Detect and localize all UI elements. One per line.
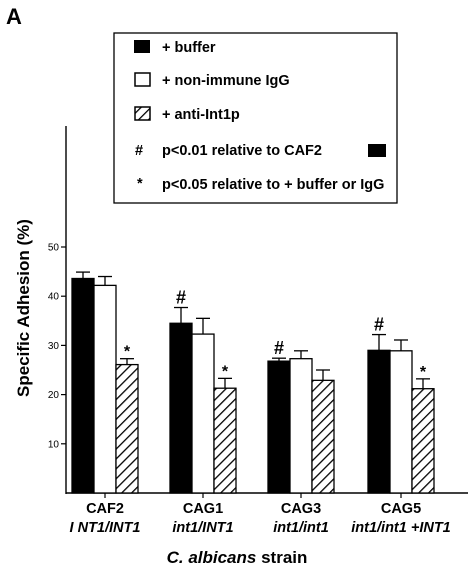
- bar-igg: [289, 358, 313, 494]
- bar-group-cag1: [169, 306, 237, 494]
- legend-star-symbol: *: [137, 176, 143, 192]
- legend-frame: [113, 32, 398, 204]
- bar-igg: [191, 333, 215, 494]
- bar-anti-int1p: [115, 363, 139, 494]
- bar-igg: [93, 284, 117, 494]
- y-tick-label: 20: [48, 390, 60, 401]
- legend-anti-int1p-swatch: [134, 106, 151, 121]
- legend: + buffer + non-immune IgG + anti-Int1p #…: [113, 32, 398, 204]
- bar-buffer: [367, 349, 391, 494]
- category-genotype: int1/int1: [273, 520, 329, 536]
- legend-buffer-label: + buffer: [162, 40, 216, 56]
- bar-group-caf2: [71, 271, 139, 494]
- bar-igg: [389, 350, 413, 494]
- legend-buffer-swatch: [134, 40, 150, 53]
- significance-hash: #: [274, 338, 284, 358]
- y-tick-label: 50: [48, 243, 60, 254]
- y-tick-label: 40: [48, 292, 60, 303]
- legend-hash-label: p<0.01 relative to CAF2: [162, 143, 322, 159]
- category-genotype: int1/INT1: [172, 520, 233, 536]
- bar-anti-int1p: [213, 387, 237, 494]
- significance-hash: #: [176, 288, 186, 308]
- bar-buffer: [267, 360, 291, 494]
- x-axis-title-species: C. albicans: [167, 548, 257, 567]
- bar-anti-int1p: [311, 379, 335, 494]
- bar-group-cag5: [367, 333, 435, 494]
- legend-hash-symbol: #: [135, 143, 143, 159]
- significance-star: *: [124, 344, 131, 361]
- category-genotype: I NT1/INT1: [70, 520, 141, 536]
- significance-hash: #: [374, 315, 384, 335]
- category-labels: CAF2 I NT1/INT1 CAG1 int1/INT1 CAG3 int1/int1…: [70, 493, 451, 536]
- y-axis-title: Specific Adhesion (%): [14, 219, 33, 397]
- y-tick-label: 30: [48, 341, 60, 352]
- legend-caf2-swatch: [368, 144, 386, 157]
- bar-groups: * # * # # *: [71, 271, 435, 494]
- category-name: CAG5: [381, 501, 421, 517]
- bar-anti-int1p: [411, 388, 435, 494]
- category-name: CAG3: [281, 501, 321, 517]
- significance-star: *: [420, 364, 427, 381]
- category-name: CAG1: [183, 501, 223, 517]
- category-name: CAF2: [86, 501, 124, 517]
- significance-star: *: [222, 363, 229, 380]
- bar-buffer: [71, 277, 95, 494]
- legend-star-label: p<0.05 relative to + buffer or IgG: [162, 177, 384, 193]
- y-axis-ticks: 10 20 30 40 50: [48, 243, 66, 450]
- legend-igg-label: + non-immune IgG: [162, 73, 290, 89]
- panel-label: A: [6, 4, 22, 29]
- category-genotype: int1/int1 +INT1: [351, 520, 451, 536]
- y-tick-label: 10: [48, 439, 60, 450]
- bar-group-cag3: [267, 350, 335, 494]
- bar-buffer: [169, 322, 193, 494]
- x-axis-title: C. albicans strain: [167, 548, 308, 567]
- x-axis-title-strain: strain: [256, 548, 307, 567]
- legend-igg-swatch: [134, 72, 151, 87]
- legend-anti-int1p-label: + anti-Int1p: [162, 107, 240, 123]
